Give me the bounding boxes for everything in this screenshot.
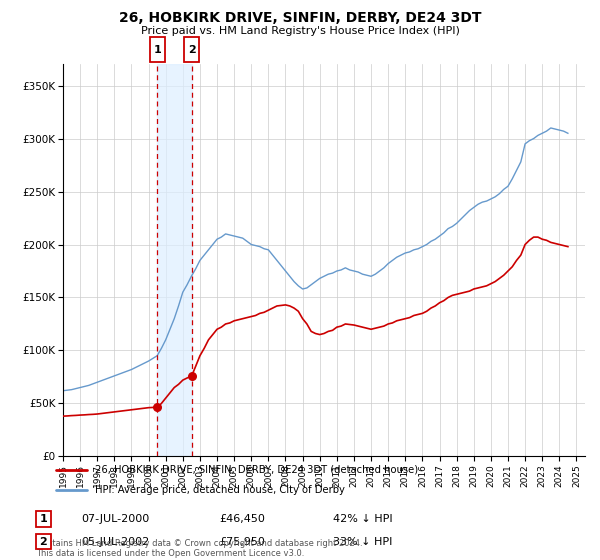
Text: 07-JUL-2000: 07-JUL-2000 <box>81 514 149 524</box>
Text: 26, HOBKIRK DRIVE, SINFIN, DERBY, DE24 3DT: 26, HOBKIRK DRIVE, SINFIN, DERBY, DE24 3… <box>119 11 481 25</box>
Bar <box>157 64 192 456</box>
Point <box>187 371 197 380</box>
Text: 26, HOBKIRK DRIVE, SINFIN, DERBY, DE24 3DT (detached house): 26, HOBKIRK DRIVE, SINFIN, DERBY, DE24 3… <box>95 465 418 475</box>
Text: 2: 2 <box>40 536 47 547</box>
Text: 2: 2 <box>188 45 196 55</box>
Text: 42% ↓ HPI: 42% ↓ HPI <box>333 514 392 524</box>
Text: £46,450: £46,450 <box>219 514 265 524</box>
Text: 33% ↓ HPI: 33% ↓ HPI <box>333 536 392 547</box>
Bar <box>150 37 165 63</box>
Text: 1: 1 <box>154 45 161 55</box>
Text: HPI: Average price, detached house, City of Derby: HPI: Average price, detached house, City… <box>95 485 345 495</box>
Bar <box>184 37 199 63</box>
Text: 05-JUL-2002: 05-JUL-2002 <box>81 536 149 547</box>
Text: 1: 1 <box>40 514 47 524</box>
Text: £75,950: £75,950 <box>219 536 265 547</box>
Point <box>152 403 162 412</box>
Text: Contains HM Land Registry data © Crown copyright and database right 2024.
This d: Contains HM Land Registry data © Crown c… <box>36 539 362 558</box>
Text: Price paid vs. HM Land Registry's House Price Index (HPI): Price paid vs. HM Land Registry's House … <box>140 26 460 36</box>
